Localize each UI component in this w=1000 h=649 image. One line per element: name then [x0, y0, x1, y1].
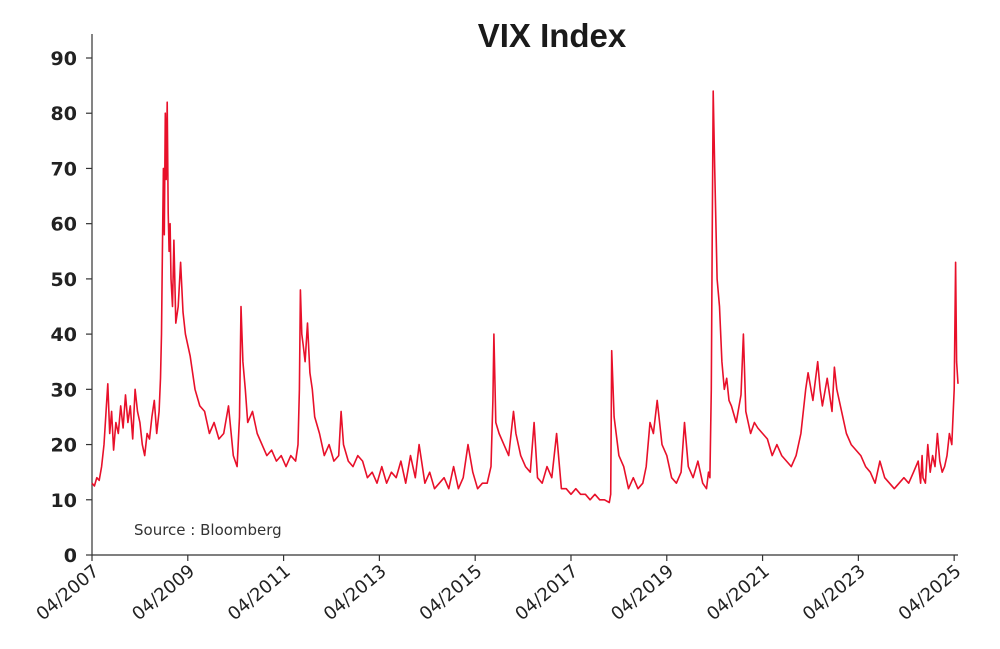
x-tick-label: 04/2019 [607, 561, 678, 625]
chart-title: VIX Index [478, 17, 627, 54]
x-tick-label: 04/2017 [511, 561, 582, 625]
x-tick-label: 04/2009 [128, 561, 199, 625]
y-tick-label: 30 [51, 379, 77, 401]
x-tick-label: 04/2021 [703, 561, 774, 625]
y-tick-labels: 0 10 20 30 40 50 60 70 80 90 [51, 48, 92, 567]
y-tick-label: 80 [51, 103, 77, 125]
x-tick-label: 04/2015 [416, 561, 487, 625]
x-tick-label: 04/2011 [224, 561, 295, 625]
y-tick-label: 70 [51, 158, 77, 180]
x-tick-label: 04/2023 [799, 561, 870, 625]
y-tick-label: 60 [51, 214, 77, 236]
y-tick-label: 50 [51, 269, 77, 291]
x-tick-labels: 04/2007 04/2009 04/2011 04/2013 04/2015 04/20… [32, 555, 965, 625]
x-tick-label: 04/2007 [32, 561, 103, 625]
source-note: Source : Bloomberg [134, 521, 282, 539]
y-tick-label: 0 [64, 545, 77, 567]
y-tick-label: 10 [51, 490, 77, 512]
y-tick-label: 40 [51, 324, 77, 346]
y-tick-label: 20 [51, 435, 77, 457]
x-tick-label: 04/2013 [320, 561, 391, 625]
vix-series-line [91, 90, 959, 504]
y-tick-label: 90 [51, 48, 77, 70]
series-group [91, 90, 959, 504]
x-tick-label: 04/2025 [895, 561, 966, 625]
